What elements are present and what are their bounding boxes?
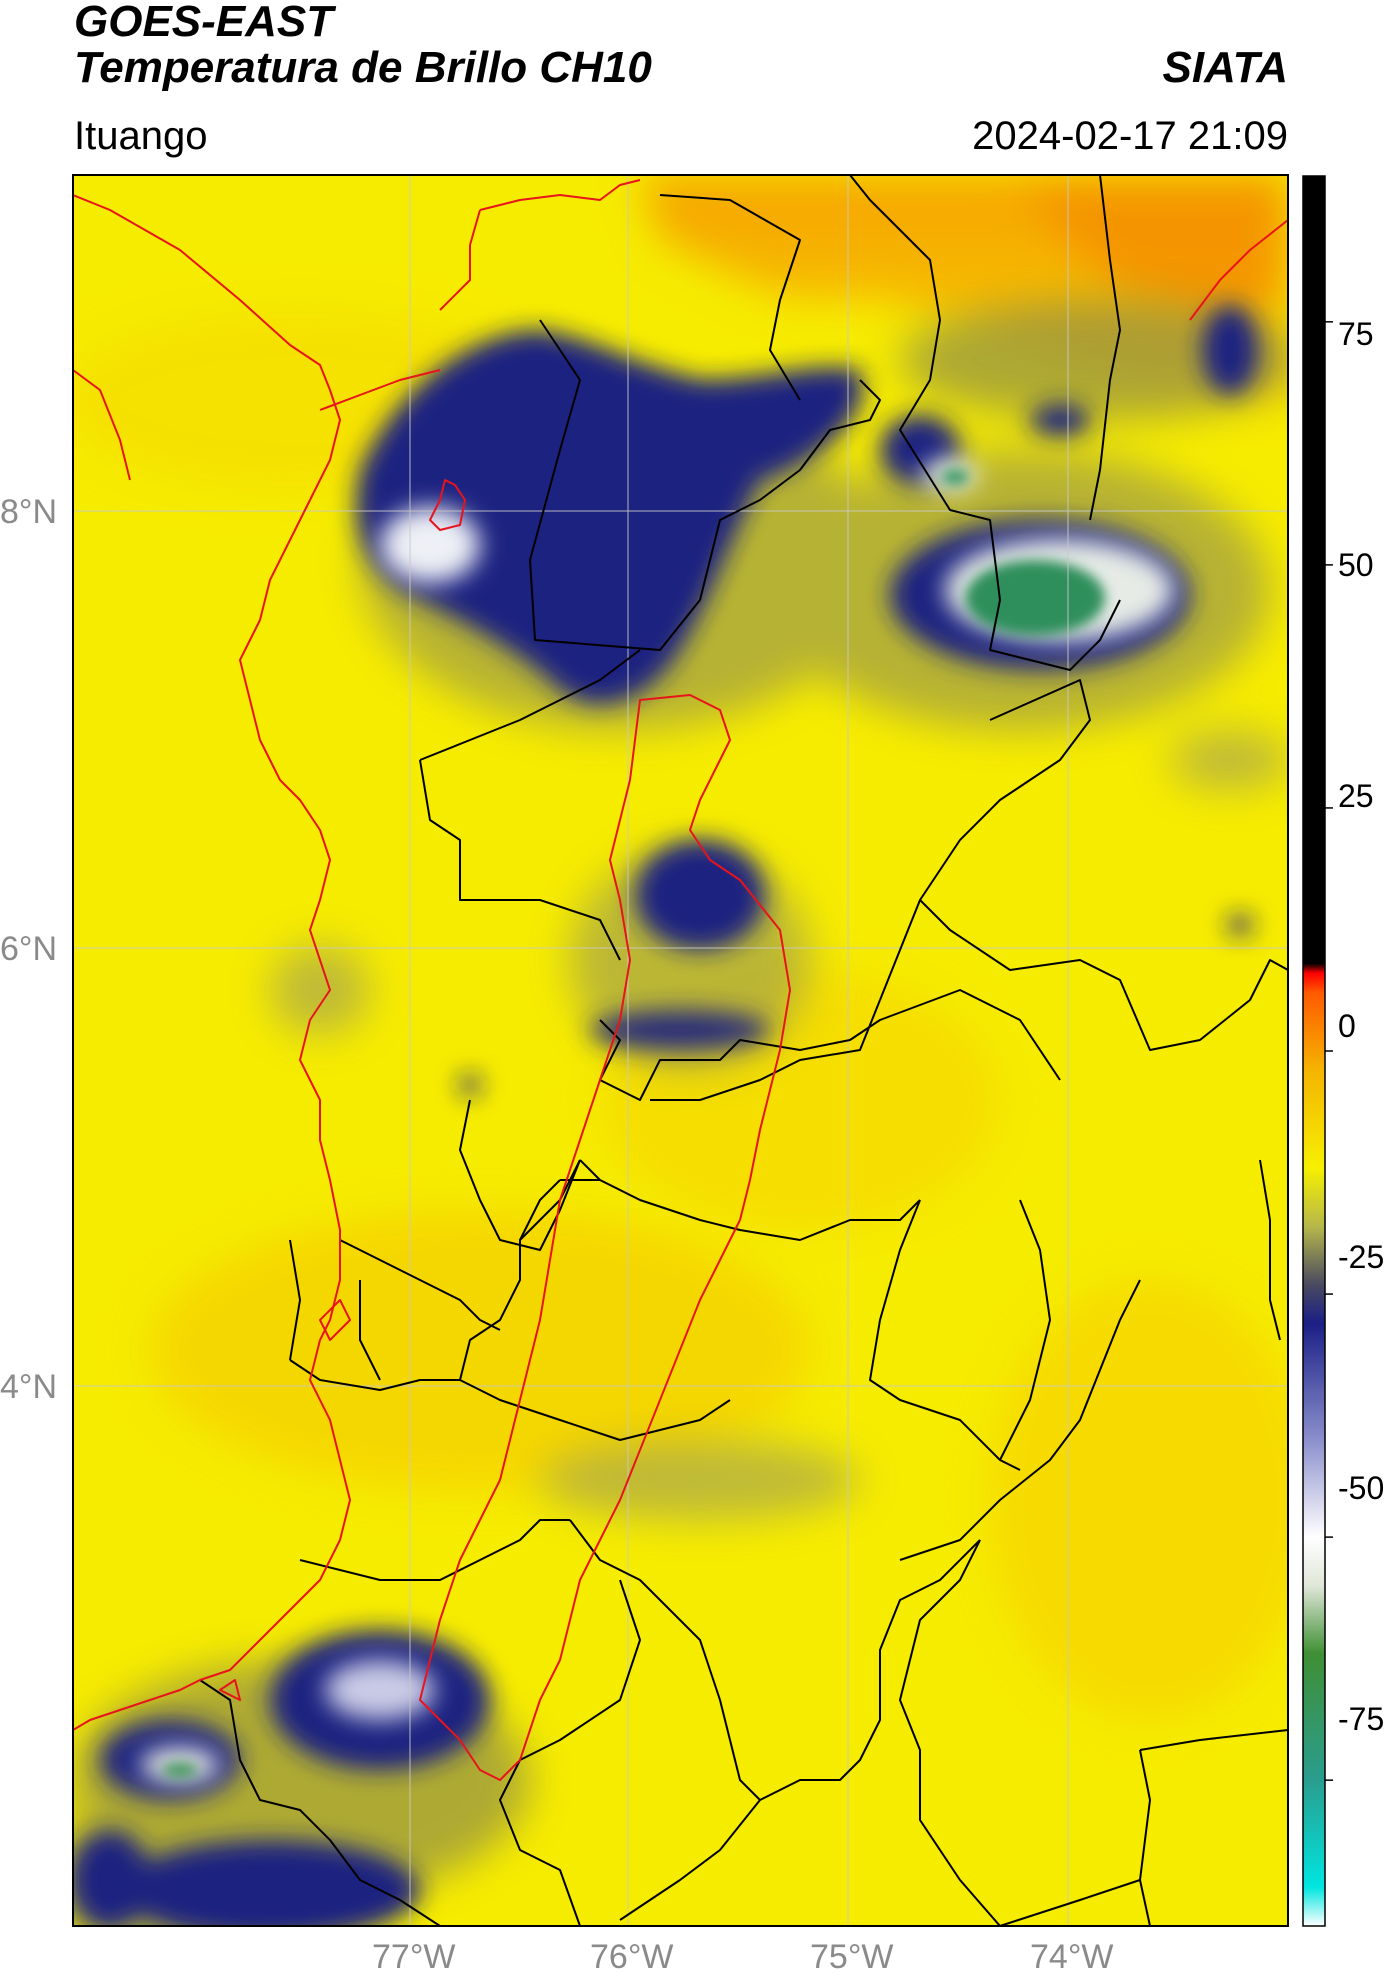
satellite-title: GOES-EAST [74, 0, 334, 46]
region-label: Ituango [74, 114, 208, 158]
colorbar-tick-minus75: -75 [1338, 1701, 1384, 1737]
colorbar-tick-50: 50 [1338, 547, 1374, 583]
colorbar-tick-0: 0 [1338, 1008, 1356, 1044]
lon-label-77: 77°W [372, 1938, 456, 1976]
coastline-and-antioquia-border [73, 179, 1288, 1781]
department-boundaries [199, 175, 1288, 1926]
lon-label-75: 75°W [810, 1938, 894, 1976]
lat-label-8: 8°N [0, 493, 58, 531]
product-title: Temperatura de Brillo CH10 [74, 43, 652, 92]
colorbar-scale [1302, 175, 1326, 1927]
colorbar-ticks [1325, 321, 1333, 1781]
colorbar-tick-minus50: -50 [1338, 1470, 1384, 1506]
brightness-temperature-map [73, 175, 1288, 1926]
lat-label-4: 4°N [0, 1368, 58, 1406]
colorbar-tick-minus25: -25 [1338, 1239, 1384, 1275]
colorbar-tick-25: 25 [1338, 778, 1374, 814]
coldest-tops [162, 469, 1105, 1778]
agency-label: SIATA [1162, 43, 1288, 92]
map-frame [72, 174, 1289, 1927]
colorbar-tick-75: 75 [1338, 316, 1374, 352]
colorbar [1302, 175, 1333, 1927]
datetime-label: 2024-02-17 21:09 [972, 114, 1288, 158]
graticule [73, 175, 1288, 1926]
lon-label-74: 74°W [1030, 1938, 1114, 1976]
lon-label-76: 76°W [590, 1938, 674, 1976]
lat-label-6: 6°N [0, 930, 58, 968]
